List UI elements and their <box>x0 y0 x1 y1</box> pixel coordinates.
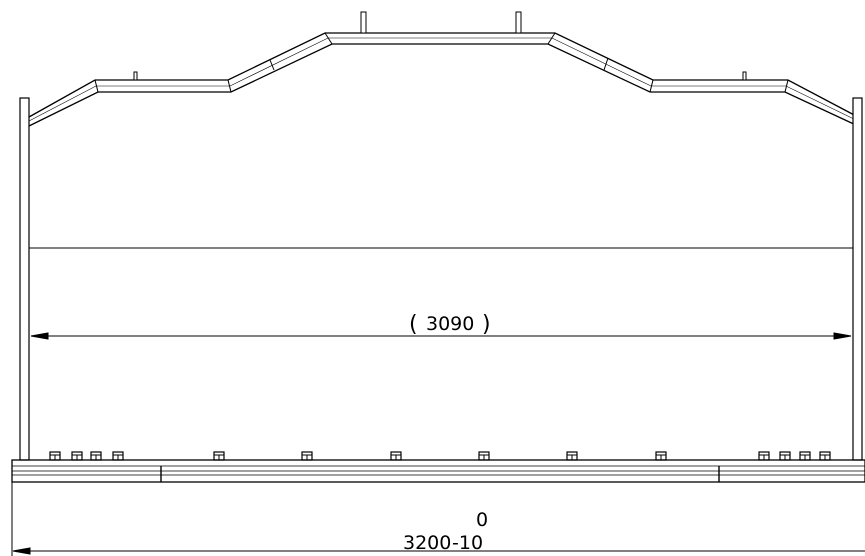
bolt-head <box>819 451 831 461</box>
bolt-head <box>301 451 313 461</box>
bolt-head <box>478 451 490 461</box>
overall-dim-arrow-left <box>12 547 31 555</box>
bolt-head <box>71 451 83 461</box>
bolt-head <box>799 451 811 461</box>
overall-width-lower-tolerance: -10 <box>452 532 483 554</box>
inner-width-paren-open: ( <box>409 312 418 337</box>
inner-dim-arrow-left <box>30 332 49 340</box>
side-posts <box>19 97 863 461</box>
bolt-head <box>566 451 578 461</box>
bolt-head <box>758 451 770 461</box>
right-post <box>852 97 863 461</box>
bolt-head <box>390 451 402 461</box>
bolt-head <box>112 451 124 461</box>
roof-profile <box>28 32 859 127</box>
lifting-lug-left <box>360 11 367 34</box>
overall-width-nominal: 3200 <box>403 532 451 554</box>
roof-pin-left <box>133 71 138 81</box>
left-post <box>19 97 30 461</box>
bolt-head <box>49 451 61 461</box>
roof-mid-line <box>28 37 859 122</box>
bolt-head <box>779 451 791 461</box>
bolt-head <box>213 451 225 461</box>
inner-width-paren-close: ) <box>482 312 491 337</box>
inner-width-dimension <box>30 332 852 340</box>
roof-pin-right <box>742 71 747 81</box>
lifting-lugs <box>133 11 747 81</box>
inner-dim-arrow-right <box>833 332 852 340</box>
base-bolts <box>49 451 831 461</box>
roof-outer-line <box>28 32 859 118</box>
base-rail <box>11 459 865 483</box>
bolt-head <box>655 451 667 461</box>
roof-joint-ticks <box>94 32 789 93</box>
overall-width-dimension <box>11 482 865 556</box>
inner-width-value: 3090 <box>426 313 474 335</box>
roof-inner-line <box>28 43 859 127</box>
bolt-head <box>90 451 102 461</box>
overall-width-upper-tolerance: 0 <box>476 509 488 531</box>
lifting-lug-right <box>515 11 522 34</box>
